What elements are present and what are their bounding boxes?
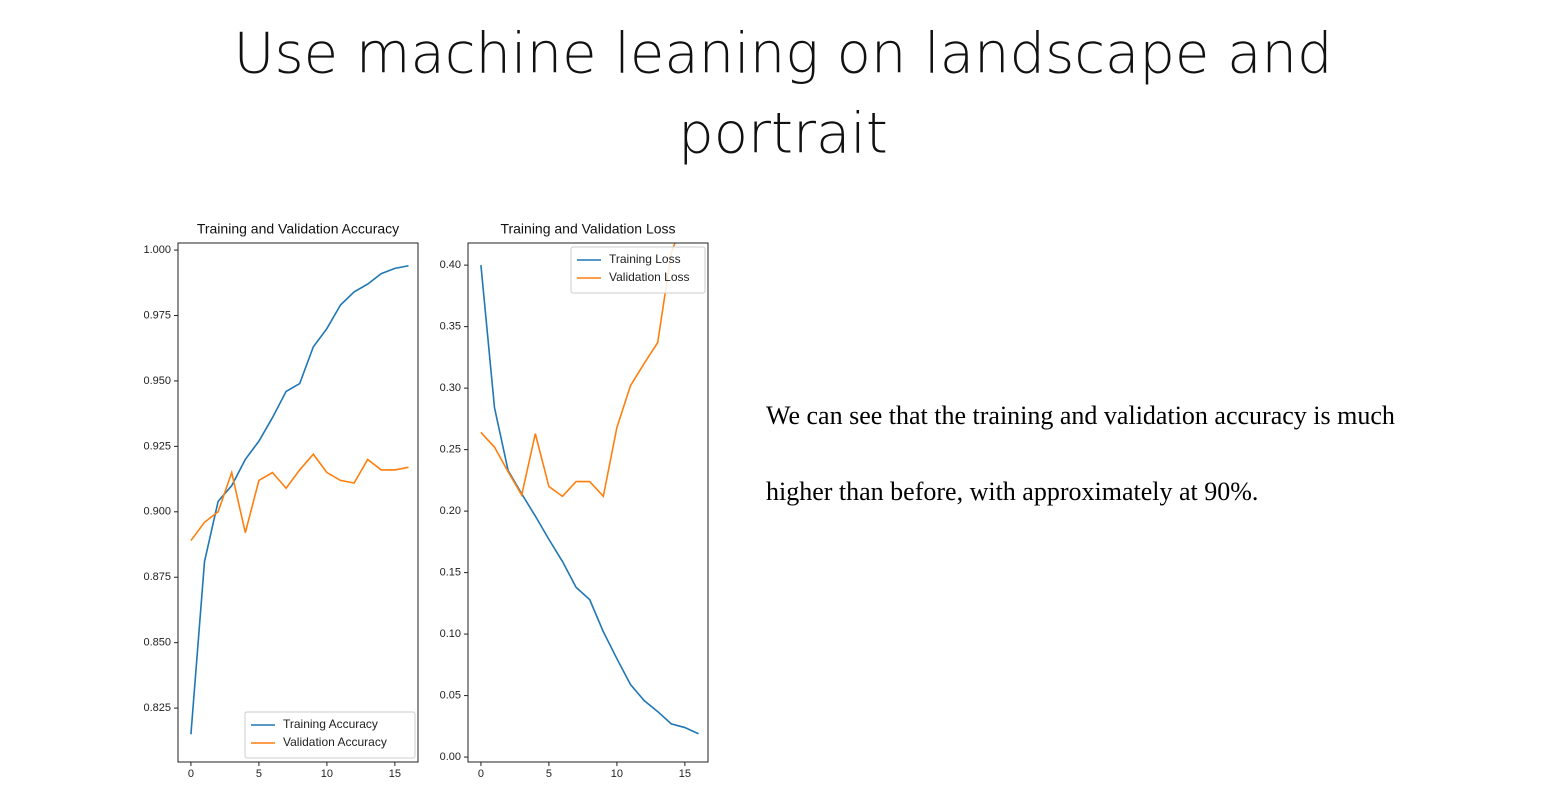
y-tick-label: 0.30 xyxy=(440,382,461,394)
y-tick-label: 0.05 xyxy=(440,689,461,701)
legend-box xyxy=(244,711,416,759)
y-tick-label: 0.35 xyxy=(440,321,461,333)
y-tick-label: 0.25 xyxy=(440,444,461,456)
y-tick-label: 0.15 xyxy=(440,567,461,579)
legend-label: Validation Loss xyxy=(609,270,690,284)
body-text: higher than before, with approximately a… xyxy=(766,477,1258,506)
y-tick-label: 0.850 xyxy=(143,637,171,649)
x-tick-label: 0 xyxy=(188,768,194,780)
y-tick-label: 0.00 xyxy=(440,751,461,763)
y-tick-label: 0.900 xyxy=(143,506,171,518)
x-tick-label: 10 xyxy=(611,768,623,780)
x-tick-label: 5 xyxy=(546,768,552,780)
series-line xyxy=(190,264,409,735)
y-tick-label: 0.10 xyxy=(440,628,461,640)
plot-frame xyxy=(177,242,419,763)
legend-label: Training Loss xyxy=(609,252,681,266)
chart-title: Training and Validation Accuracy xyxy=(197,221,399,237)
x-tick-label: 5 xyxy=(256,768,262,780)
slide-title: portrait xyxy=(678,101,888,166)
x-tick-label: 15 xyxy=(389,768,401,780)
series-line xyxy=(480,243,676,499)
y-tick-label: 0.975 xyxy=(143,309,171,321)
y-tick-label: 0.20 xyxy=(440,505,461,517)
legend-label: Validation Accuracy xyxy=(283,735,387,749)
x-tick-label: 10 xyxy=(321,768,333,780)
series-line xyxy=(480,265,699,735)
y-tick-label: 0.875 xyxy=(143,571,171,583)
y-tick-label: 1.000 xyxy=(143,244,171,256)
x-tick-label: 15 xyxy=(679,768,691,780)
plot-frame xyxy=(467,242,709,763)
x-tick-label: 0 xyxy=(478,768,484,780)
y-tick-label: 0.40 xyxy=(440,259,461,271)
legend-label: Training Accuracy xyxy=(283,717,378,731)
y-tick-label: 0.925 xyxy=(143,440,171,452)
slide-title: Use machine leaning on landscape and xyxy=(233,21,1332,86)
series-line xyxy=(190,452,409,542)
chart-title: Training and Validation Loss xyxy=(500,221,675,237)
y-tick-label: 0.825 xyxy=(143,702,171,714)
legend-box xyxy=(570,246,706,294)
y-tick-label: 0.950 xyxy=(143,375,171,387)
body-text: We can see that the training and validat… xyxy=(766,401,1395,430)
